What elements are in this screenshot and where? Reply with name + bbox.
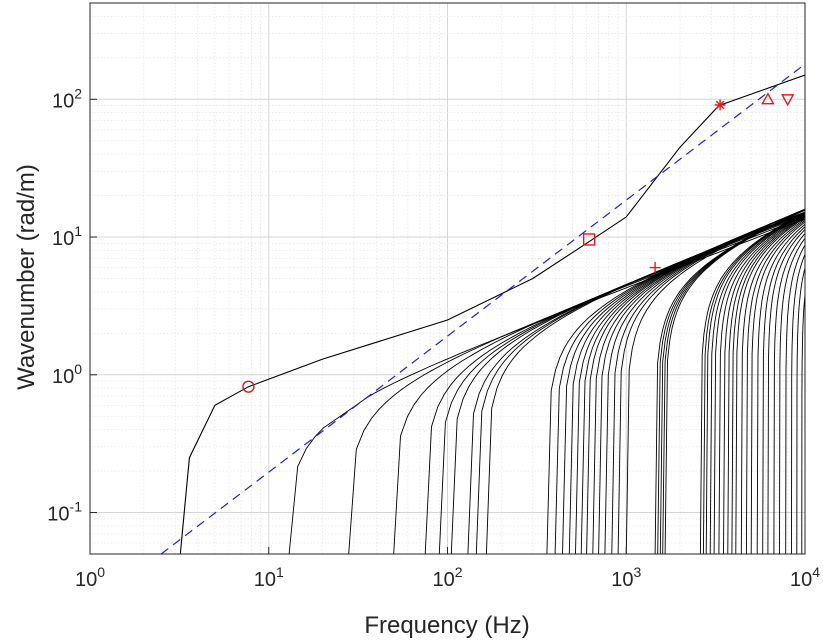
marker-plus xyxy=(649,262,661,274)
curve-mode xyxy=(791,254,805,554)
marker-square xyxy=(582,233,596,246)
y-tick-label: 100 xyxy=(52,361,82,388)
curve-mode xyxy=(745,220,805,554)
curve-mode xyxy=(664,209,805,554)
axes xyxy=(89,2,806,555)
curve-mode xyxy=(740,218,805,554)
curve-mode xyxy=(718,214,805,554)
curve-mode xyxy=(762,226,805,554)
y-tick-label: 10-1 xyxy=(47,499,82,526)
y-axis-label: Wavenumber (rad/m) xyxy=(13,164,40,390)
curve-mode xyxy=(731,216,805,554)
curve-mode xyxy=(625,208,805,554)
grid xyxy=(89,2,805,555)
x-tick-label: 103 xyxy=(611,564,641,591)
marker-triangle-down xyxy=(780,94,795,107)
curve-mode xyxy=(779,237,805,554)
curve-mode xyxy=(735,217,805,554)
curve-mode xyxy=(756,223,805,554)
curve-mode xyxy=(288,218,805,554)
x-tick-label: 104 xyxy=(790,564,820,591)
x-tick-label: 102 xyxy=(432,564,462,591)
markers xyxy=(242,92,795,393)
curve-mode xyxy=(796,268,805,554)
curve-mode xyxy=(705,212,805,554)
y-tick-label: 102 xyxy=(52,85,82,112)
marker-asterisk-d2 xyxy=(715,100,725,110)
y-tick-label: 101 xyxy=(52,223,82,250)
curve-mode xyxy=(785,244,805,554)
curve-mode xyxy=(750,221,805,554)
curve-mode xyxy=(709,212,805,554)
marker-circle xyxy=(242,380,255,393)
curve-mode xyxy=(723,214,805,554)
x-axis-label: Frequency (Hz) xyxy=(364,612,529,639)
tick-labels: 100 101 102 103 104 10-1 100 101 102 xyxy=(47,85,820,591)
x-tick-label: 101 xyxy=(254,564,284,591)
curve-mode xyxy=(727,215,805,554)
x-tick-label: 100 xyxy=(75,564,105,591)
dispersion-curves xyxy=(179,74,805,554)
curve-mode xyxy=(773,233,805,554)
marker-triangle-up xyxy=(761,92,775,105)
curve-mode xyxy=(767,229,805,554)
curve-mode xyxy=(713,213,805,554)
marker-asterisk xyxy=(714,99,726,111)
curve-fundamental xyxy=(179,74,805,554)
